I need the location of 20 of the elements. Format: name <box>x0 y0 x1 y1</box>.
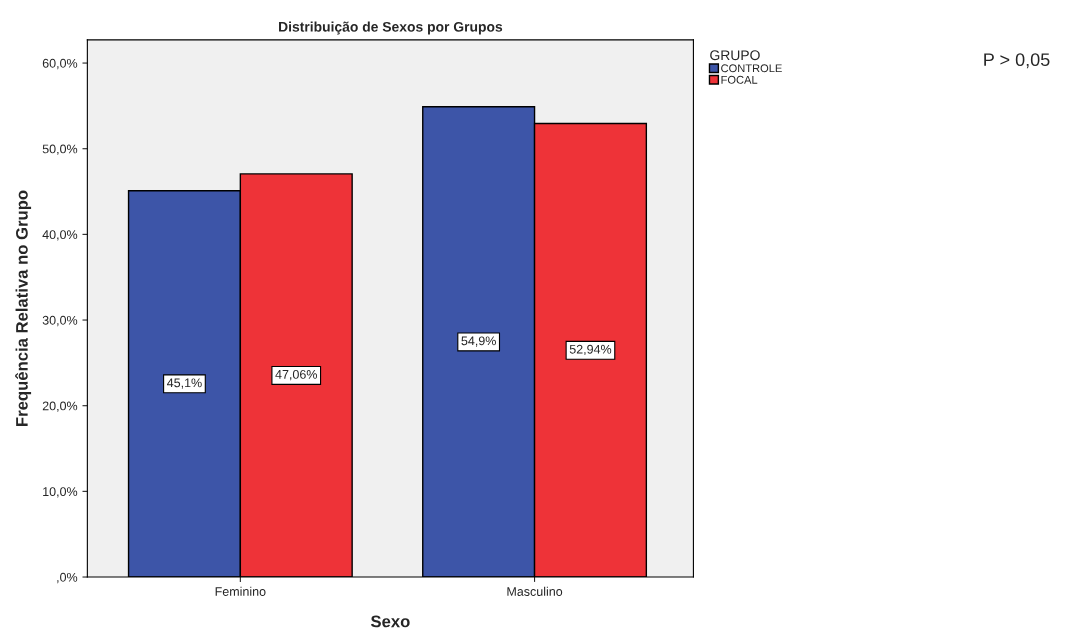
y-tick-label: 10,0% <box>43 487 78 498</box>
data-label: 52,94% <box>569 344 612 356</box>
x-axis-title: Sexo <box>370 615 410 628</box>
y-tick-label: 20,0% <box>42 401 78 412</box>
text: P > 0,05 <box>984 53 1050 69</box>
y-axis-title: Frequência Relativa no Grupo <box>15 190 32 426</box>
data-label: 47,06% <box>275 369 317 381</box>
y-tick-label: ,0% <box>57 572 78 584</box>
y-tick-label: 40,0% <box>42 230 78 241</box>
data-label: 45,1% <box>167 378 202 389</box>
y-tick-label: 30,0% <box>42 315 78 327</box>
legend-title: GRUPO <box>710 50 760 61</box>
x-tick-label: Masculino <box>507 586 563 596</box>
legend-label: FOCAL <box>721 75 758 84</box>
chart-title: Distribuição de Sexos por Grupos <box>279 21 503 35</box>
y-tick-label: 60,0% <box>42 58 78 70</box>
x-tick-label: Feminino <box>215 586 266 596</box>
legend-label: CONTROLE <box>721 64 782 73</box>
y-tick-label: 50,0% <box>42 144 78 155</box>
data-label: 54,9% <box>461 336 496 347</box>
